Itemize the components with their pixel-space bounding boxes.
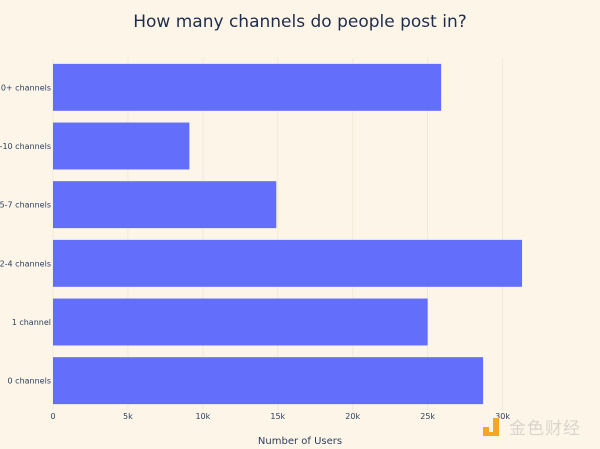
x-axis-label: Number of Users — [258, 436, 342, 447]
jinse-logo-icon — [483, 417, 499, 436]
x-tick-label: 0 — [50, 412, 55, 421]
bars — [53, 63, 523, 405]
y-tick-label: 10+ channels — [0, 83, 51, 92]
x-tick-label: 15k — [270, 412, 285, 421]
y-tick-label: 8-10 channels — [0, 142, 51, 151]
bar — [53, 298, 428, 346]
x-tick-label: 20k — [345, 412, 360, 421]
watermark: 金色财经 — [483, 414, 581, 439]
watermark-text: 金色财经 — [509, 419, 581, 439]
bar — [53, 63, 442, 111]
y-tick-label: 1 channel — [12, 318, 51, 327]
y-tick-labels: 0 channels 1 channel 2-4 channels 5-7 chann… — [0, 83, 51, 385]
gridlines — [52, 58, 504, 410]
chart-title: How many channels do people post in? — [133, 12, 467, 32]
x-tick-label: 10k — [195, 412, 210, 421]
x-tick-label: 25k — [420, 412, 435, 421]
bar — [53, 181, 277, 229]
x-tick-labels: 0 5k 10k 15k 20k 25k 30k — [50, 412, 510, 421]
bar — [53, 239, 523, 287]
x-tick-label: 30k — [495, 412, 510, 421]
bar — [53, 122, 190, 170]
y-tick-label: 2-4 channels — [0, 259, 51, 268]
y-tick-label: 5-7 channels — [0, 201, 51, 210]
bar — [53, 357, 484, 405]
x-tick-label: 5k — [123, 412, 133, 421]
y-tick-label: 0 channels — [8, 377, 51, 386]
